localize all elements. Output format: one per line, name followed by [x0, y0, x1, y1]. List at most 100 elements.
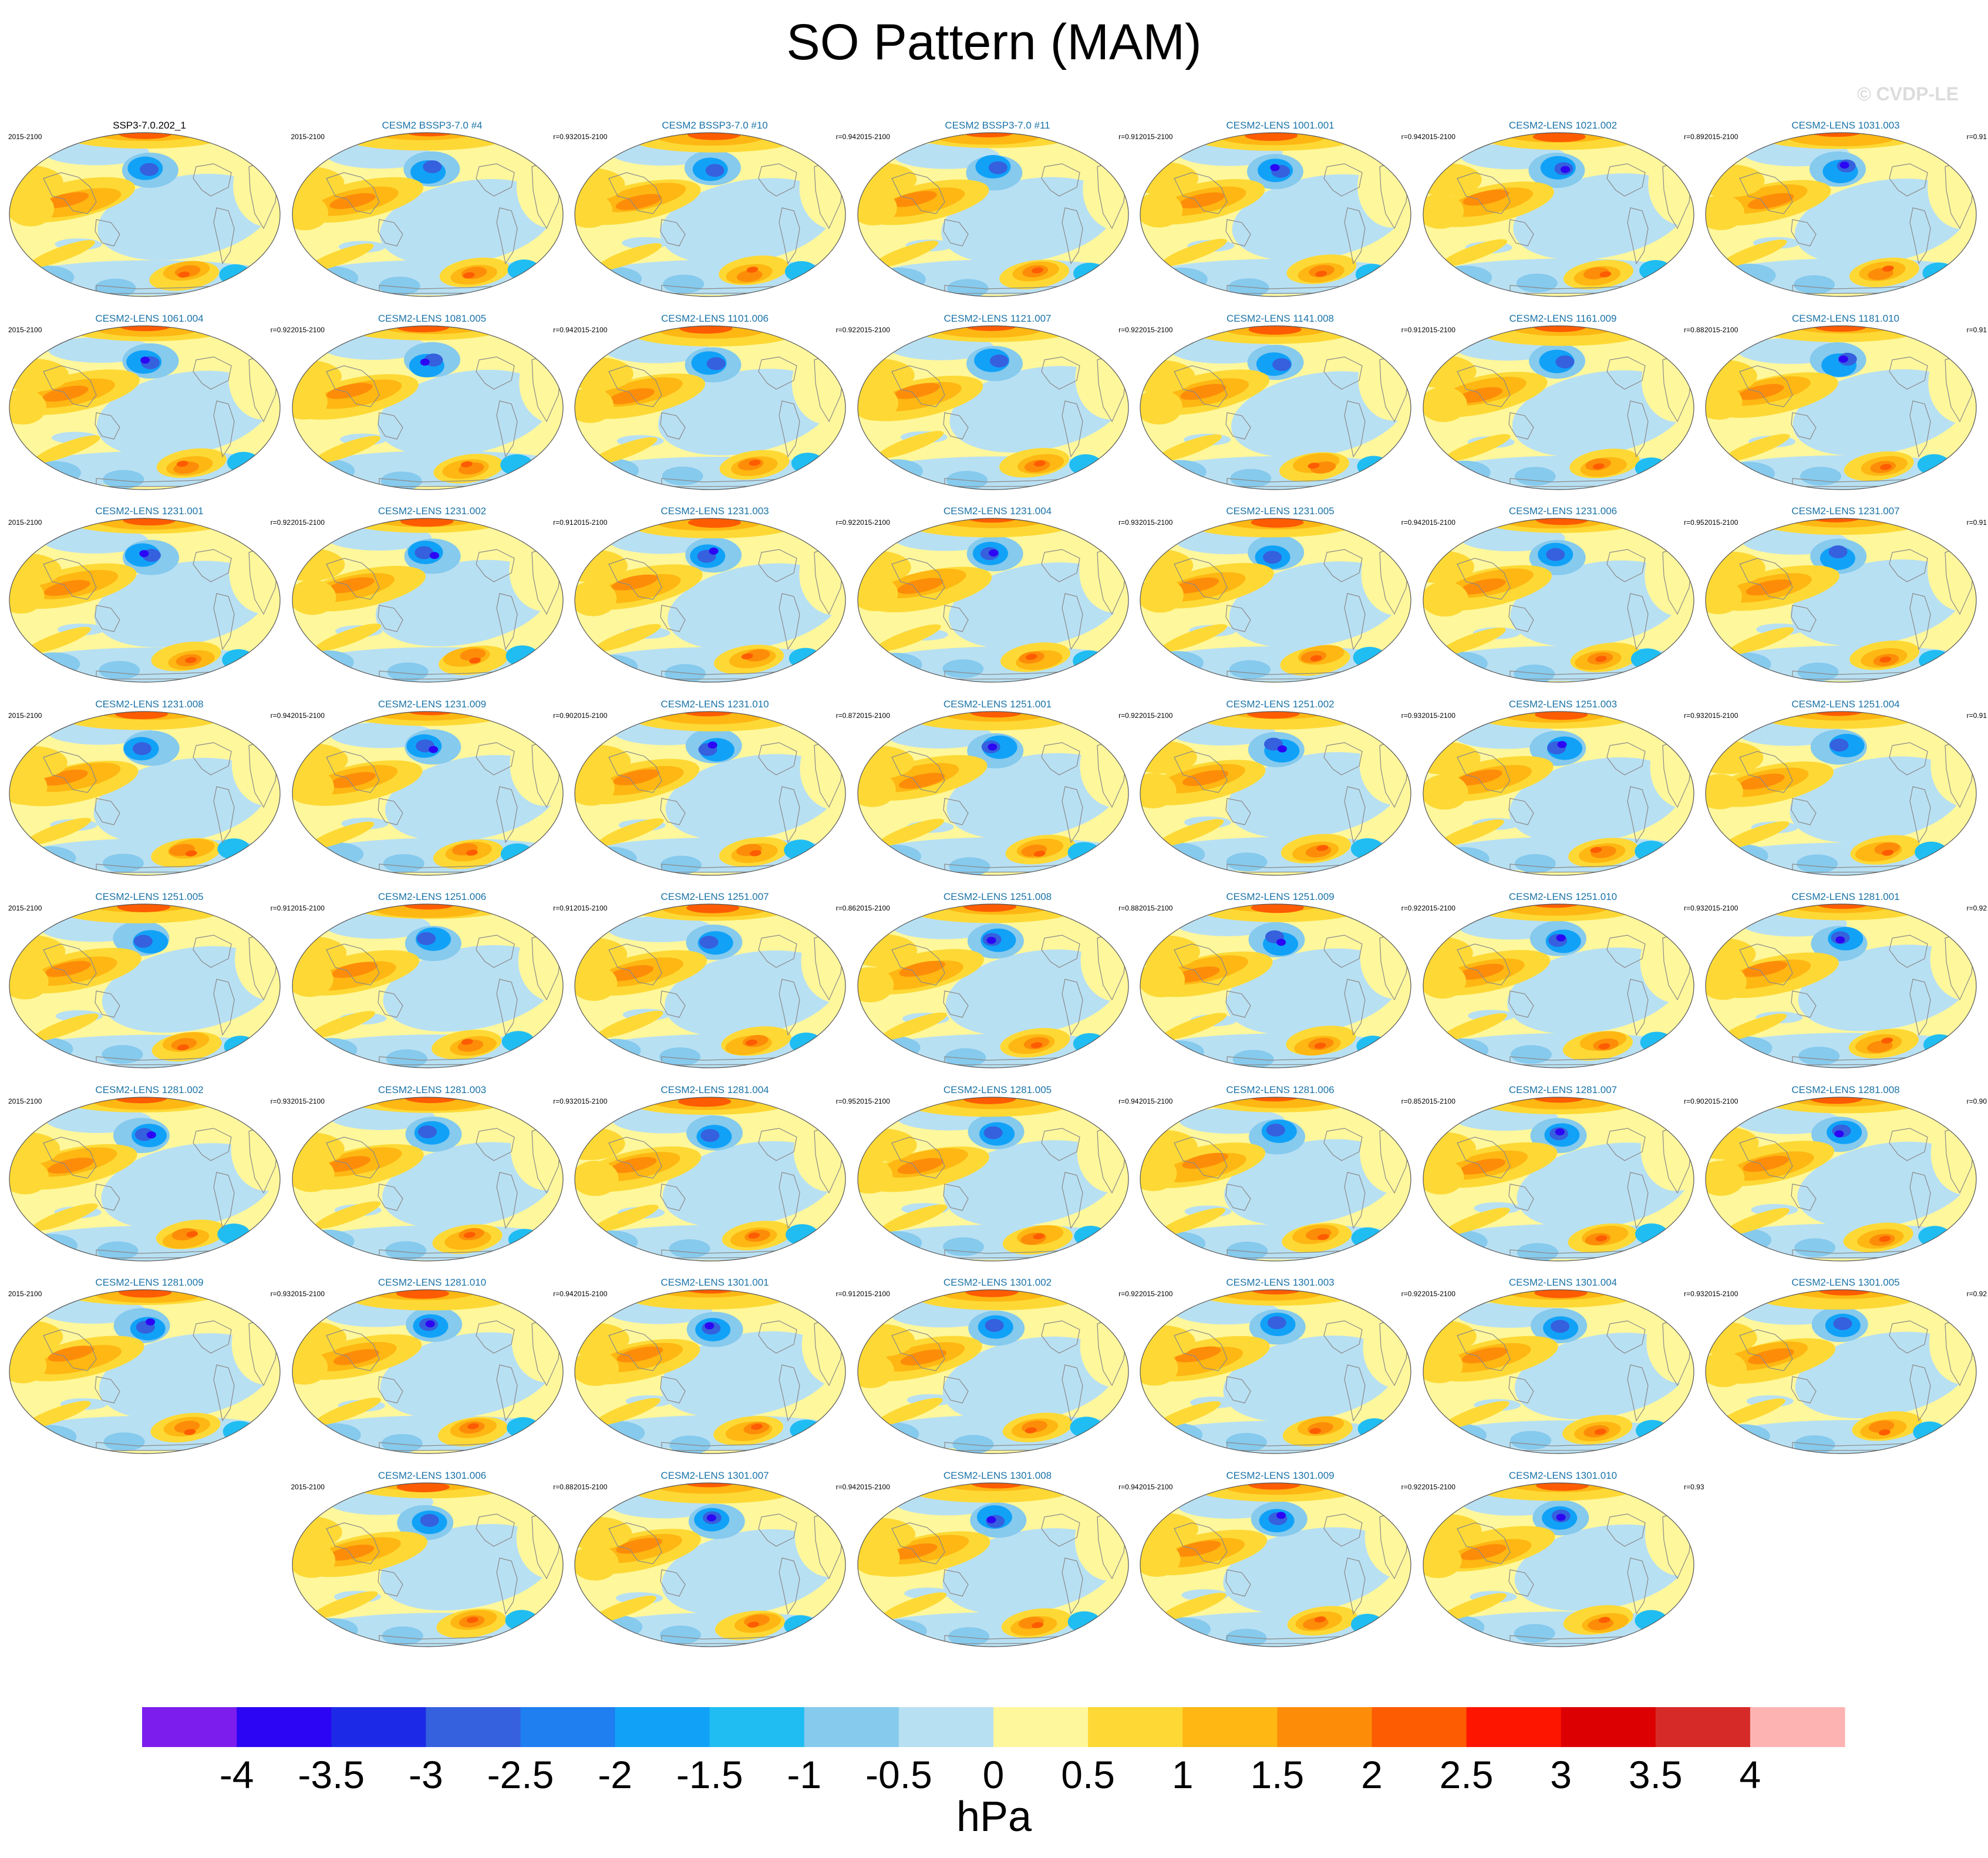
colorbar-unit-label: hPa: [956, 1793, 1032, 1840]
panel-title: CESM2-LENS 1301.009: [1226, 1469, 1335, 1481]
sea-level-pressure-map: [574, 1096, 846, 1262]
map-panel: CESM2-LENS 1251.003 2015-2100 r=0.93: [1422, 699, 1704, 886]
panel-pattern-correlation: r=0.88: [1118, 904, 1139, 912]
panel-pattern-correlation: r=0.92: [1966, 904, 1987, 912]
panel-pattern-correlation: r=0.91: [270, 904, 291, 912]
map-panel: CESM2-LENS 1231.006 2015-2100 r=0.95: [1422, 505, 1704, 693]
panel-years: 2015-2100: [1139, 1290, 1173, 1298]
colorbar-swatch: [520, 1707, 616, 1747]
panel-title: CESM2-LENS 1231.010: [661, 698, 769, 710]
panel-title: CESM2-LENS 1141.008: [1226, 312, 1334, 324]
map-panel: CESM2-LENS 1301.010 2015-2100 r=0.93: [1422, 1470, 1704, 1658]
panel-title: CESM2-LENS 1161.009: [1509, 312, 1617, 324]
panel-years: 2015-2100: [856, 325, 890, 334]
panel-title: CESM2-LENS 1251.006: [378, 891, 487, 902]
sea-level-pressure-map: [9, 903, 281, 1068]
sea-level-pressure-map: [1705, 710, 1977, 876]
panel-years: 2015-2100: [1704, 325, 1738, 334]
sea-level-pressure-map: [1705, 518, 1977, 683]
panel-years: 2015-2100: [291, 518, 325, 527]
panel-years: 2015-2100: [291, 1290, 325, 1298]
sea-level-pressure-map: [1140, 325, 1411, 490]
map-panel: CESM2-LENS 1101.006 2015-2100 r=0.92: [574, 313, 856, 501]
panel-pattern-correlation: r=0.91: [835, 1290, 856, 1298]
panel-years: 2015-2100: [856, 133, 890, 141]
panel-title: CESM2-LENS 1001.001: [1226, 120, 1335, 131]
sea-level-pressure-map: [574, 325, 846, 490]
panel-years: 2015-2100: [856, 1482, 890, 1491]
sea-level-pressure-map: [9, 518, 281, 683]
colorbar-swatch: [1561, 1707, 1656, 1747]
sea-level-pressure-map: [291, 325, 564, 490]
map-panel: CESM2-LENS 1251.002 2015-2100 r=0.93: [1139, 699, 1421, 886]
panel-pattern-correlation: r=0.94: [1118, 1482, 1139, 1491]
panel-title: CESM2-LENS 1281.008: [1791, 1084, 1900, 1095]
panel-pattern-correlation: r=0.94: [1118, 1097, 1139, 1105]
map-panel: CESM2-LENS 1231.007 2015-2100 r=0.91: [1704, 505, 1987, 693]
map-panel: CESM2-LENS 1251.001 2015-2100 r=0.92: [857, 699, 1139, 886]
sea-level-pressure-map: [1422, 710, 1694, 876]
watermark: © CVDP-LE: [1857, 83, 1959, 104]
panel-years: 2015-2100: [574, 711, 608, 720]
panel-pattern-correlation: r=0.88: [1684, 325, 1704, 334]
colorbar-swatch: [237, 1707, 332, 1747]
panel-title: CESM2-LENS 1281.005: [943, 1084, 1052, 1095]
panel-title: CESM2-LENS 1301.003: [1226, 1277, 1335, 1288]
sea-level-pressure-map: [1140, 132, 1411, 297]
panel-pattern-correlation: r=0.93: [1684, 711, 1704, 720]
sea-level-pressure-map: [857, 518, 1129, 683]
sea-level-pressure-map: [1705, 1289, 1977, 1454]
panel-pattern-correlation: r=0.92: [1118, 1290, 1139, 1298]
sea-level-pressure-map: [1422, 1096, 1694, 1262]
panel-pattern-correlation: r=0.91: [553, 904, 574, 912]
map-panel: CESM2-LENS 1251.006 2015-2100 r=0.91: [291, 891, 574, 1079]
sea-level-pressure-map: [857, 1482, 1129, 1647]
colorbar-tick-label: 0: [983, 1753, 1005, 1796]
map-panel: SSP3-7.0.202_1 2015-2100: [8, 120, 291, 308]
sea-level-pressure-map: [1140, 1289, 1411, 1454]
sea-level-pressure-map: [574, 1482, 846, 1647]
map-panel: CESM2 BSSP3-7.0 #4 2015-2100 r=0.93: [291, 120, 574, 308]
panel-pattern-correlation: r=0.91: [1966, 133, 1987, 141]
sea-level-pressure-map: [1422, 1289, 1694, 1454]
panel-years: 2015-2100: [1704, 1290, 1738, 1298]
map-panel: CESM2-LENS 1281.006 2015-2100 r=0.85: [1139, 1084, 1421, 1272]
map-panel: CESM2-LENS 1231.010 2015-2100 r=0.87: [574, 699, 856, 886]
panel-pattern-correlation: r=0.94: [553, 1290, 574, 1298]
panel-pattern-correlation: r=0.93: [270, 1290, 291, 1298]
panel-title: CESM2-LENS 1251.008: [943, 891, 1052, 902]
panel-title: CESM2-LENS 1031.003: [1791, 120, 1900, 131]
panel-years: 2015-2100: [856, 1097, 890, 1105]
panel-title: CESM2 BSSP3-7.0 #4: [382, 120, 483, 131]
panel-pattern-correlation: r=0.91: [1118, 133, 1139, 141]
sea-level-pressure-map: [574, 1289, 846, 1454]
sea-level-pressure-map: [857, 132, 1129, 297]
sea-level-pressure-map: [291, 132, 564, 297]
map-panel: CESM2-LENS 1251.004 2015-2100 r=0.91: [1704, 699, 1987, 886]
panel-title: CESM2-LENS 1231.003: [661, 505, 769, 517]
colorbar-swatch: [1655, 1707, 1751, 1747]
colorbar-tick-label: -1.5: [676, 1753, 743, 1796]
panel-title: CESM2-LENS 1301.008: [943, 1469, 1052, 1481]
colorbar-swatch: [1182, 1707, 1278, 1747]
panel-years: 2015-2100: [1421, 711, 1455, 720]
panel-pattern-correlation: r=0.91: [1966, 711, 1987, 720]
map-panel: CESM2-LENS 1301.002 2015-2100 r=0.92: [857, 1277, 1139, 1465]
panel-title: CESM2-LENS 1301.006: [378, 1469, 487, 1481]
sea-level-pressure-map: [1422, 325, 1694, 490]
colorbar-tick-label: -4: [220, 1753, 254, 1796]
map-panel: CESM2-LENS 1161.009 2015-2100 r=0.88: [1422, 313, 1704, 501]
panel-years: 2015-2100: [8, 1290, 42, 1298]
map-panel: CESM2-LENS 1251.007 2015-2100 r=0.86: [574, 891, 856, 1079]
panel-title: CESM2 BSSP3-7.0 #11: [945, 120, 1050, 131]
panel-years: 2015-2100: [574, 1290, 608, 1298]
panel-title: CESM2-LENS 1181.010: [1791, 312, 1899, 324]
panel-years: 2015-2100: [1704, 518, 1738, 527]
sea-level-pressure-map: [857, 710, 1129, 876]
panel-pattern-correlation: r=0.94: [1401, 518, 1421, 527]
map-panel: CESM2-LENS 1281.002 2015-2100 r=0.93: [8, 1084, 291, 1272]
map-panel: CESM2-LENS 1181.010 2015-2100 r=0.91: [1704, 313, 1987, 501]
panel-title: CESM2-LENS 1251.002: [1226, 698, 1335, 710]
colorbar-tick-label: 3.5: [1629, 1753, 1683, 1796]
